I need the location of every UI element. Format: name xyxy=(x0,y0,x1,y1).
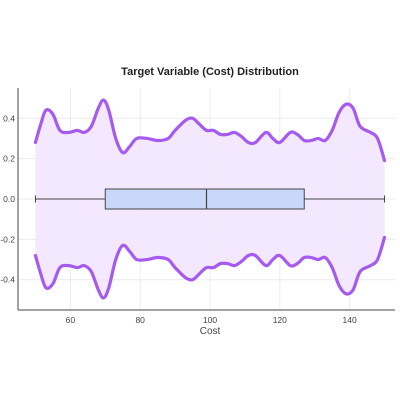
x-tick-label: 60 xyxy=(66,315,76,325)
y-tick-label: -0.4 xyxy=(0,275,15,285)
box-plot xyxy=(34,188,386,210)
y-tick-label: -0.2 xyxy=(0,234,15,244)
violin-lower-outline xyxy=(33,235,387,300)
x-axis-title: Cost xyxy=(200,326,221,337)
x-tick-label: 100 xyxy=(203,315,217,325)
chart-title: Target Variable (Cost) Distribution xyxy=(121,66,299,78)
axes xyxy=(17,88,395,311)
box-iqr xyxy=(104,188,305,210)
violin-upper-outline xyxy=(33,98,387,163)
y-tick-label: 0.2 xyxy=(3,154,15,164)
y-tick-label: 0.0 xyxy=(3,194,15,204)
x-tick-label: 80 xyxy=(135,315,145,325)
tick-labels: 60 80 100 120 140 0.4 0.2 0.0 -0.2 -0.4 xyxy=(0,113,357,325)
y-tick-label: 0.4 xyxy=(3,113,15,123)
x-tick-label: 120 xyxy=(273,315,287,325)
x-tick-label: 140 xyxy=(343,315,357,325)
